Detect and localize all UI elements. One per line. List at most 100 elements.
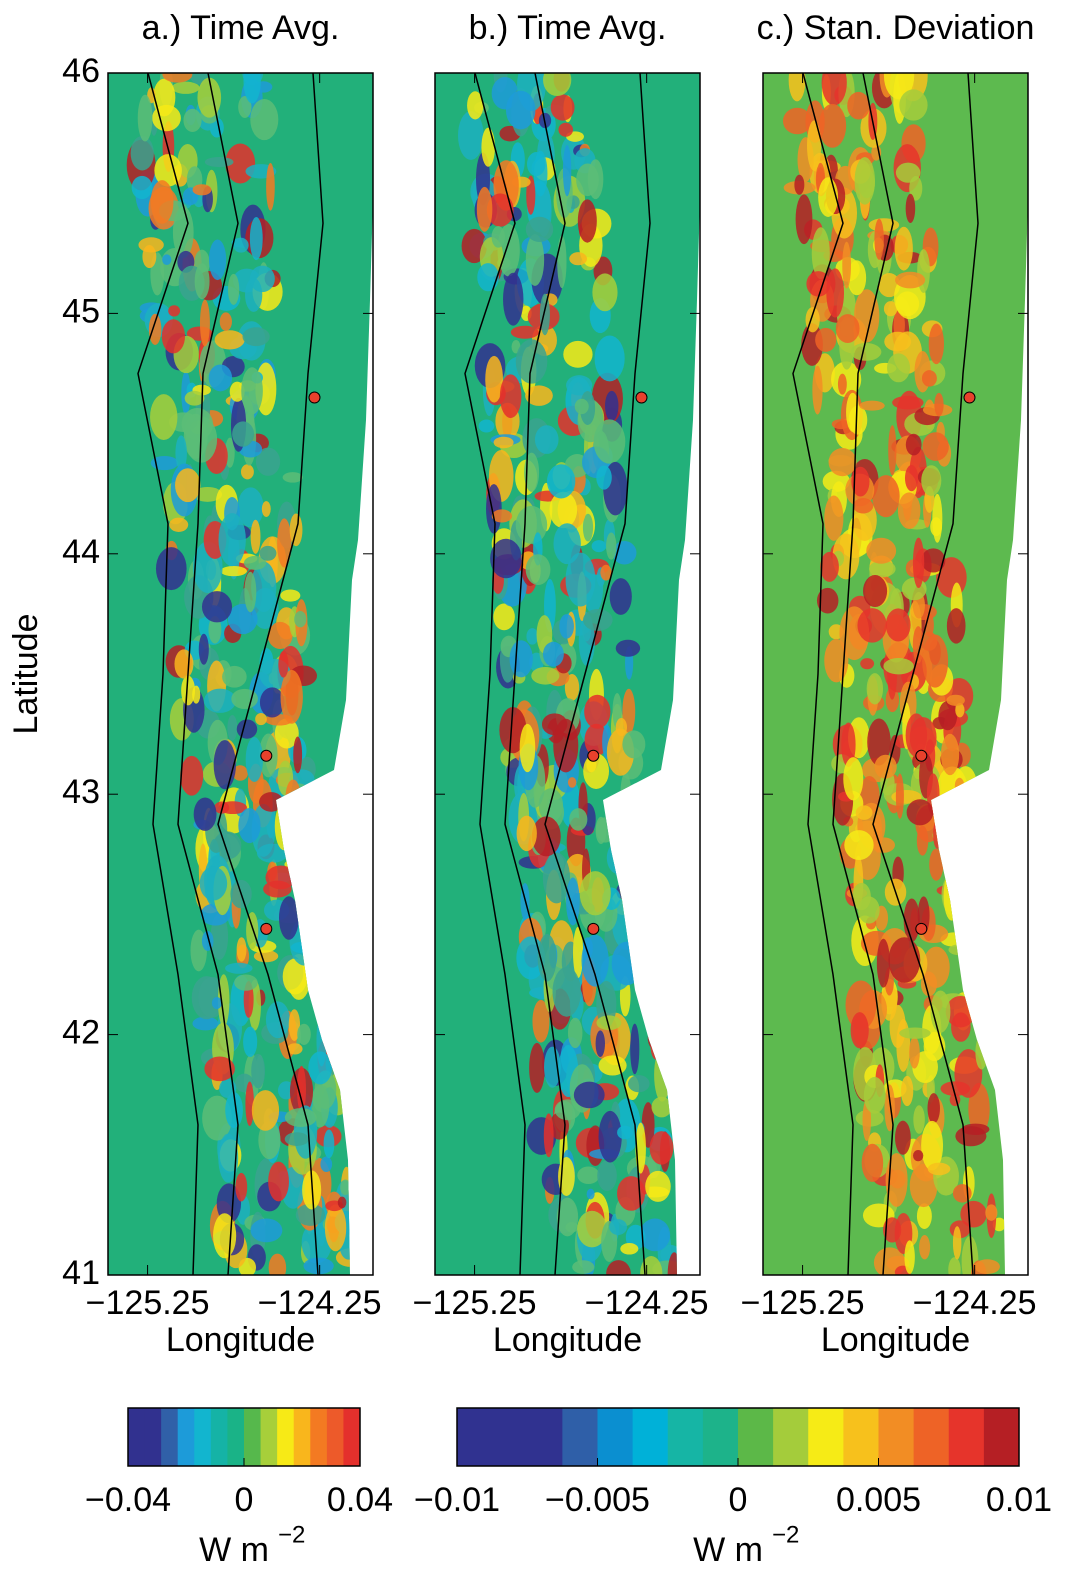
field-blob — [500, 374, 522, 418]
field-blob — [634, 899, 645, 913]
field-blob — [182, 408, 213, 440]
colorbar-unit-exponent: −2 — [278, 1521, 305, 1548]
field-blob — [929, 849, 943, 881]
field-blob — [338, 1197, 347, 1209]
field-blob — [947, 608, 966, 643]
field-blob — [566, 878, 580, 926]
field-blob — [244, 572, 256, 613]
colorbar-swatch — [244, 1408, 261, 1466]
field-blob — [242, 327, 269, 346]
field-blob — [138, 237, 163, 252]
field-blob — [858, 896, 880, 923]
field-blob — [138, 95, 153, 142]
field-blob — [948, 1257, 960, 1282]
colorbar-swatch — [178, 1408, 195, 1466]
field-blob — [214, 740, 236, 789]
field-blob — [902, 578, 927, 601]
field-blob — [967, 927, 989, 966]
field-blob — [199, 634, 209, 665]
field-blob — [294, 844, 315, 885]
field-blob — [628, 813, 641, 861]
field-blob — [516, 506, 548, 544]
field-blob — [953, 1226, 961, 1259]
field-blob — [971, 925, 982, 962]
colorbar-swatch — [261, 1408, 278, 1466]
field-blob — [572, 1260, 594, 1274]
field-blob — [149, 314, 161, 345]
x-tick-label: −124.25 — [258, 1284, 382, 1322]
field-blob — [815, 328, 836, 352]
field-blob — [874, 219, 884, 260]
field-blob — [286, 817, 298, 839]
field-blob — [961, 894, 970, 928]
field-blob — [520, 724, 536, 772]
field-blob — [606, 532, 616, 559]
field-blob — [859, 401, 884, 411]
field-blob — [975, 1259, 1000, 1274]
colorbar-tick-label: 0.04 — [327, 1481, 393, 1519]
y-tick-label: 42 — [62, 1014, 100, 1052]
field-blob — [651, 1032, 662, 1060]
field-blob — [864, 1077, 886, 1114]
field-blob — [886, 608, 911, 641]
field — [763, 51, 1028, 1289]
field-blob — [553, 523, 580, 564]
field-blob — [596, 1030, 605, 1057]
field-blob — [948, 887, 970, 899]
x-axis-label: Longitude — [821, 1321, 970, 1359]
colorbar-swatch — [949, 1408, 985, 1466]
field-blob — [320, 1156, 332, 1172]
field-blob — [251, 1218, 283, 1242]
field-blob — [622, 730, 645, 758]
field-blob — [283, 472, 303, 483]
colorbar-swatch — [457, 1408, 493, 1466]
panel-title: a.) Time Avg. — [142, 9, 340, 47]
field-blob — [278, 651, 288, 678]
field-blob — [535, 425, 559, 454]
colorbar-swatch — [492, 1408, 528, 1466]
field-blob — [266, 1001, 290, 1038]
field-blob — [529, 1043, 545, 1093]
field-blob — [887, 353, 910, 382]
field-blob — [294, 611, 306, 627]
field-blob — [259, 792, 283, 812]
field-blob — [563, 341, 592, 368]
colorbar-swatch — [277, 1408, 294, 1466]
field-blob — [526, 628, 538, 645]
field-blob — [204, 689, 236, 713]
field-blob — [634, 924, 653, 965]
field — [435, 57, 700, 1298]
y-tick-label: 44 — [62, 533, 100, 571]
field-blob — [316, 861, 325, 891]
field-blob — [895, 1121, 911, 1155]
field-blob — [966, 826, 983, 857]
field-blob — [569, 808, 587, 831]
colorbar-unit: W m — [693, 1531, 763, 1569]
field-blob — [228, 274, 239, 305]
field-blob — [526, 217, 553, 242]
field-blob — [913, 1150, 923, 1161]
field-blob — [806, 271, 830, 296]
field-blob — [479, 420, 495, 433]
field-blob — [175, 468, 200, 502]
station — [309, 392, 320, 403]
field-blob — [975, 1035, 987, 1069]
colorbar-swatch — [562, 1408, 598, 1466]
field-blob — [297, 1024, 311, 1045]
field-blob — [269, 1254, 287, 1282]
station — [964, 392, 975, 403]
colorbar-tick-label: 0 — [729, 1481, 748, 1519]
field-blob — [250, 217, 263, 260]
field-blob — [913, 538, 924, 588]
colorbar-tick-label: −0.04 — [85, 1481, 171, 1519]
field-blob — [985, 1204, 997, 1220]
field-blob — [220, 312, 232, 331]
field-blob — [233, 238, 248, 253]
field-blob — [961, 833, 990, 869]
field-blob — [301, 792, 326, 829]
field-blob — [209, 364, 232, 391]
field-blob — [913, 626, 924, 663]
x-tick-label: −124.25 — [913, 1284, 1037, 1322]
field-blob — [953, 1184, 972, 1202]
field-blob — [285, 1132, 309, 1146]
